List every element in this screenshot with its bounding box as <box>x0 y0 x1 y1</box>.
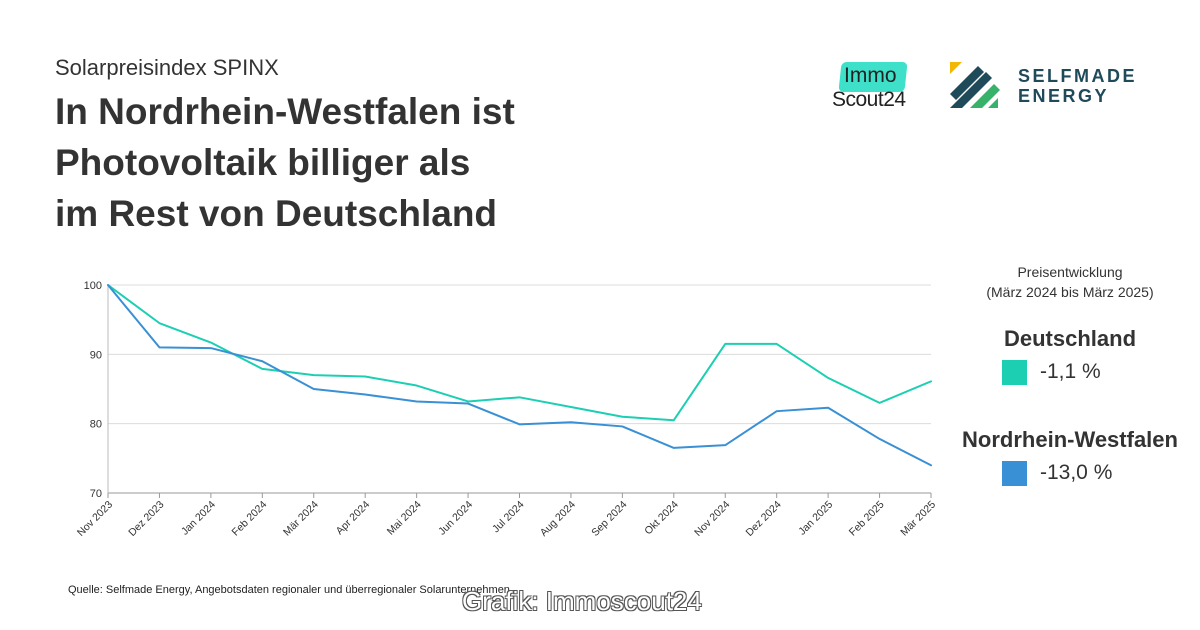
legend-value-nrw: -13,0 % <box>1040 461 1113 484</box>
x-tick-label-9: Aug 2024 <box>538 499 578 539</box>
legend-heading-line2: (März 2024 bis März 2025) <box>986 284 1154 300</box>
x-tick-label-13: Dez 2024 <box>744 499 784 539</box>
x-tick-label-11: Okt 2024 <box>642 499 681 538</box>
selfmade-line2: ENERGY <box>1018 86 1110 106</box>
immoscout-text: Scout24 <box>832 88 906 111</box>
x-tick-label-5: Apr 2024 <box>334 499 373 538</box>
legend-value-deutschland: -1,1 % <box>1040 360 1101 383</box>
x-tick-label-14: Jan 2025 <box>796 499 835 538</box>
series-line-nrw <box>107 284 932 467</box>
selfmade-energy-logo: SELFMADE ENERGY <box>948 60 1178 112</box>
x-tick-label-2: Jan 2024 <box>179 499 218 538</box>
legend-entry-deutschland: Deutschland -1,1 % <box>940 326 1200 385</box>
x-tick-label-8: Jul 2024 <box>490 499 527 536</box>
legend-entry-nrw: Nordrhein-Westfalen -13,0 % <box>940 427 1200 486</box>
title-line-3: im Rest von Deutschland <box>55 193 498 234</box>
graphic-credit: Grafik: Immoscout24 <box>462 586 702 616</box>
immoscout24-logo: Immo Scout24 <box>832 62 922 114</box>
x-tick-label-15: Feb 2025 <box>847 499 887 539</box>
source-note: Quelle: Selfmade Energy, Angebotsdaten r… <box>68 584 510 596</box>
selfmade-energy-emblem-icon <box>950 62 1000 108</box>
legend-swatch-deutschland <box>1002 360 1027 385</box>
x-tick-label-4: Mär 2024 <box>281 499 321 539</box>
legend-label-nrw: Nordrhein-Westfalen <box>962 427 1178 452</box>
legend-heading-line1: Preisentwicklung <box>1017 264 1123 280</box>
x-tick-label-10: Sep 2024 <box>589 499 629 539</box>
y-tick-label-80: 80 <box>90 419 102 431</box>
selfmade-line1: SELFMADE <box>1018 66 1137 86</box>
legend-label-deutschland: Deutschland <box>1003 326 1137 351</box>
x-tick-label-1: Dez 2023 <box>126 499 166 539</box>
selfmade-energy-wordmark: SELFMADE ENERGY <box>1018 66 1137 106</box>
title-line-1: In Nordrhein-Westfalen ist <box>55 91 515 132</box>
legend-swatch-nrw <box>1002 461 1027 486</box>
chart-subtitle: Solarpreisindex SPINX <box>55 55 279 80</box>
x-tick-label-12: Nov 2024 <box>692 499 732 539</box>
y-tick-label-90: 90 <box>90 349 102 361</box>
x-tick-label-6: Mai 2024 <box>385 499 424 538</box>
x-tick-label-16: Mär 2025 <box>898 499 938 539</box>
y-tick-label-70: 70 <box>90 488 102 500</box>
chart-title: In Nordrhein-Westfalen ist Photovoltaik … <box>55 86 615 239</box>
immoscout-badge-text: Immo <box>844 64 897 87</box>
x-tick-label-0: Nov 2023 <box>75 499 115 539</box>
x-tick-label-3: Feb 2024 <box>230 499 270 539</box>
y-tick-label-100: 100 <box>84 280 102 292</box>
x-tick-label-7: Jun 2024 <box>436 499 475 538</box>
series-line-deutschland <box>107 284 932 422</box>
chart-legend: Preisentwicklung (März 2024 bis März 202… <box>940 262 1200 486</box>
title-line-2: Photovoltaik billiger als <box>55 142 471 183</box>
